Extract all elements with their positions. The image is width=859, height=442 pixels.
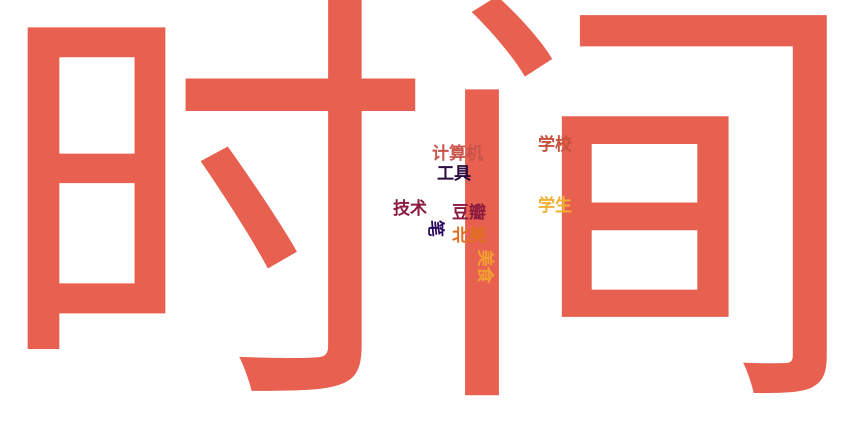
word-beimei: 北美	[452, 226, 486, 246]
word-xuesheng: 学生	[538, 196, 572, 216]
word-meishi: 美食	[474, 249, 495, 284]
word-shi: 时	[0, 0, 432, 442]
word-xuexiao: 学校	[538, 135, 572, 155]
word-gongju: 工具	[437, 164, 471, 184]
word-douban: 豆瓣	[452, 203, 486, 223]
word-jisuanji: 计算机	[432, 144, 483, 164]
word-bi: 笔	[425, 220, 445, 237]
word-jishu: 技术	[393, 199, 427, 219]
word-jian: 间	[425, 0, 859, 442]
